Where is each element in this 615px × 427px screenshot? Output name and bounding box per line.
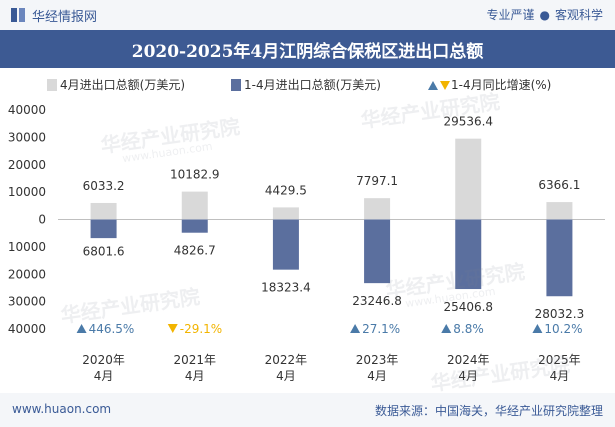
growth-rate-label: 446.5% [89,322,135,336]
x-tick-label: 2023年 [356,353,399,367]
legend-swatch-monthly [47,79,57,91]
tagline: 专业严谨 ● 客观科学 [486,6,603,23]
data-label-cumulative: 28032.3 [535,307,585,321]
huajing-logo-icon [11,8,25,22]
legend-label-monthly: 4月进出口总额(万美元) [60,78,185,92]
bar-cumulative [455,219,482,290]
growth-up-triangle-icon [532,324,543,333]
tagline-left: 专业严谨 [486,8,535,22]
growth-rate-label: 27.1% [362,322,400,336]
bar-cumulative [272,219,299,270]
footer-site-link[interactable]: www.huaon.com [12,402,112,416]
x-tick-label: 2022年 [265,353,308,367]
y-tick-label: 20000 [8,158,46,172]
legend-item-cumulative: 1-4月进出口总额(万美元) [231,76,381,93]
bar-cumulative [546,219,573,297]
bar-monthly [455,138,482,220]
data-label-cumulative: 6801.6 [83,245,125,259]
chart-legend: 4月进出口总额(万美元) 1-4月进出口总额(万美元) 1-4月同比增速(%) [0,74,615,94]
y-tick-label: 40000 [8,103,46,117]
x-tick-label: 2025年 [538,353,581,367]
x-tick-label: 4月 [94,369,114,383]
y-tick-label: 10000 [8,185,46,199]
footer: www.huaon.com 数据来源：中国海关，华经产业研究院整理 [0,393,615,427]
growth-up-triangle-icon [76,324,87,333]
growth-rate-label: -29.1% [180,322,222,336]
x-tick-label: 4月 [276,369,296,383]
x-tick-label: 2020年 [82,353,125,367]
growth-rate-label: 10.2% [544,322,582,336]
bar-monthly [90,202,117,220]
tagline-right: 客观科学 [554,8,603,22]
bar-cumulative [181,219,208,233]
legend-item-growth: 1-4月同比增速(%) [428,76,551,93]
legend-label-cumulative: 1-4月进出口总额(万美元) [244,78,381,92]
data-label-monthly: 6033.2 [83,179,125,193]
growth-down-triangle-icon [167,324,178,333]
y-tick-label: 10000 [8,240,46,254]
x-tick-label: 4月 [458,369,478,383]
legend-label-growth: 1-4月同比增速(%) [451,78,552,92]
title-bar: 2020-2025年4月江阴综合保税区进出口总额 [0,30,615,68]
growth-up-triangle-icon [350,324,361,333]
data-label-monthly: 4429.5 [265,183,307,197]
y-tick-label: 0 [38,213,46,227]
bar-monthly [181,191,208,220]
data-label-cumulative: 18323.4 [261,281,311,295]
data-source: 数据来源：中国海关，华经产业研究院整理 [374,404,603,418]
bar-cumulative [364,219,391,284]
bar-cumulative [90,219,117,239]
top-bar: 华经情报网 专业严谨 ● 客观科学 [0,0,615,30]
x-tick-label: 4月 [367,369,387,383]
chart-title: 2020-2025年4月江阴综合保税区进出口总额 [131,42,484,62]
data-label-cumulative: 23246.8 [352,294,402,308]
growth-up-triangle-icon [441,324,452,333]
data-label-monthly: 10182.9 [170,168,220,182]
y-tick-label: 30000 [8,130,46,144]
x-tick-label: 4月 [550,369,570,383]
data-label-cumulative: 25406.8 [443,300,493,314]
y-tick-label: 20000 [8,267,46,281]
x-tick-label: 2024年 [447,353,490,367]
data-label-monthly: 6366.1 [538,178,580,192]
data-label-monthly: 29536.4 [443,115,493,129]
x-tick-label: 2021年 [173,353,216,367]
legend-item-monthly: 4月进出口总额(万美元) [47,76,185,93]
bar-chart: 40000 30000 20000 10000 0 10000 20000 30000 4000… [8,103,605,383]
data-label-cumulative: 4826.7 [174,244,216,258]
y-tick-label: 30000 [8,295,46,309]
bar-monthly [272,207,299,220]
bar-monthly [364,198,391,220]
tagline-dot-icon: ● [539,8,550,22]
brand-name: 华经情报网 [32,10,98,25]
data-label-monthly: 7797.1 [356,174,398,188]
y-tick-label: 40000 [8,322,46,336]
bar-monthly [546,202,573,220]
x-tick-label: 4月 [185,369,205,383]
legend-triangles-icon [428,81,450,90]
legend-swatch-cumulative [231,79,241,91]
growth-rate-label: 8.8% [453,322,484,336]
